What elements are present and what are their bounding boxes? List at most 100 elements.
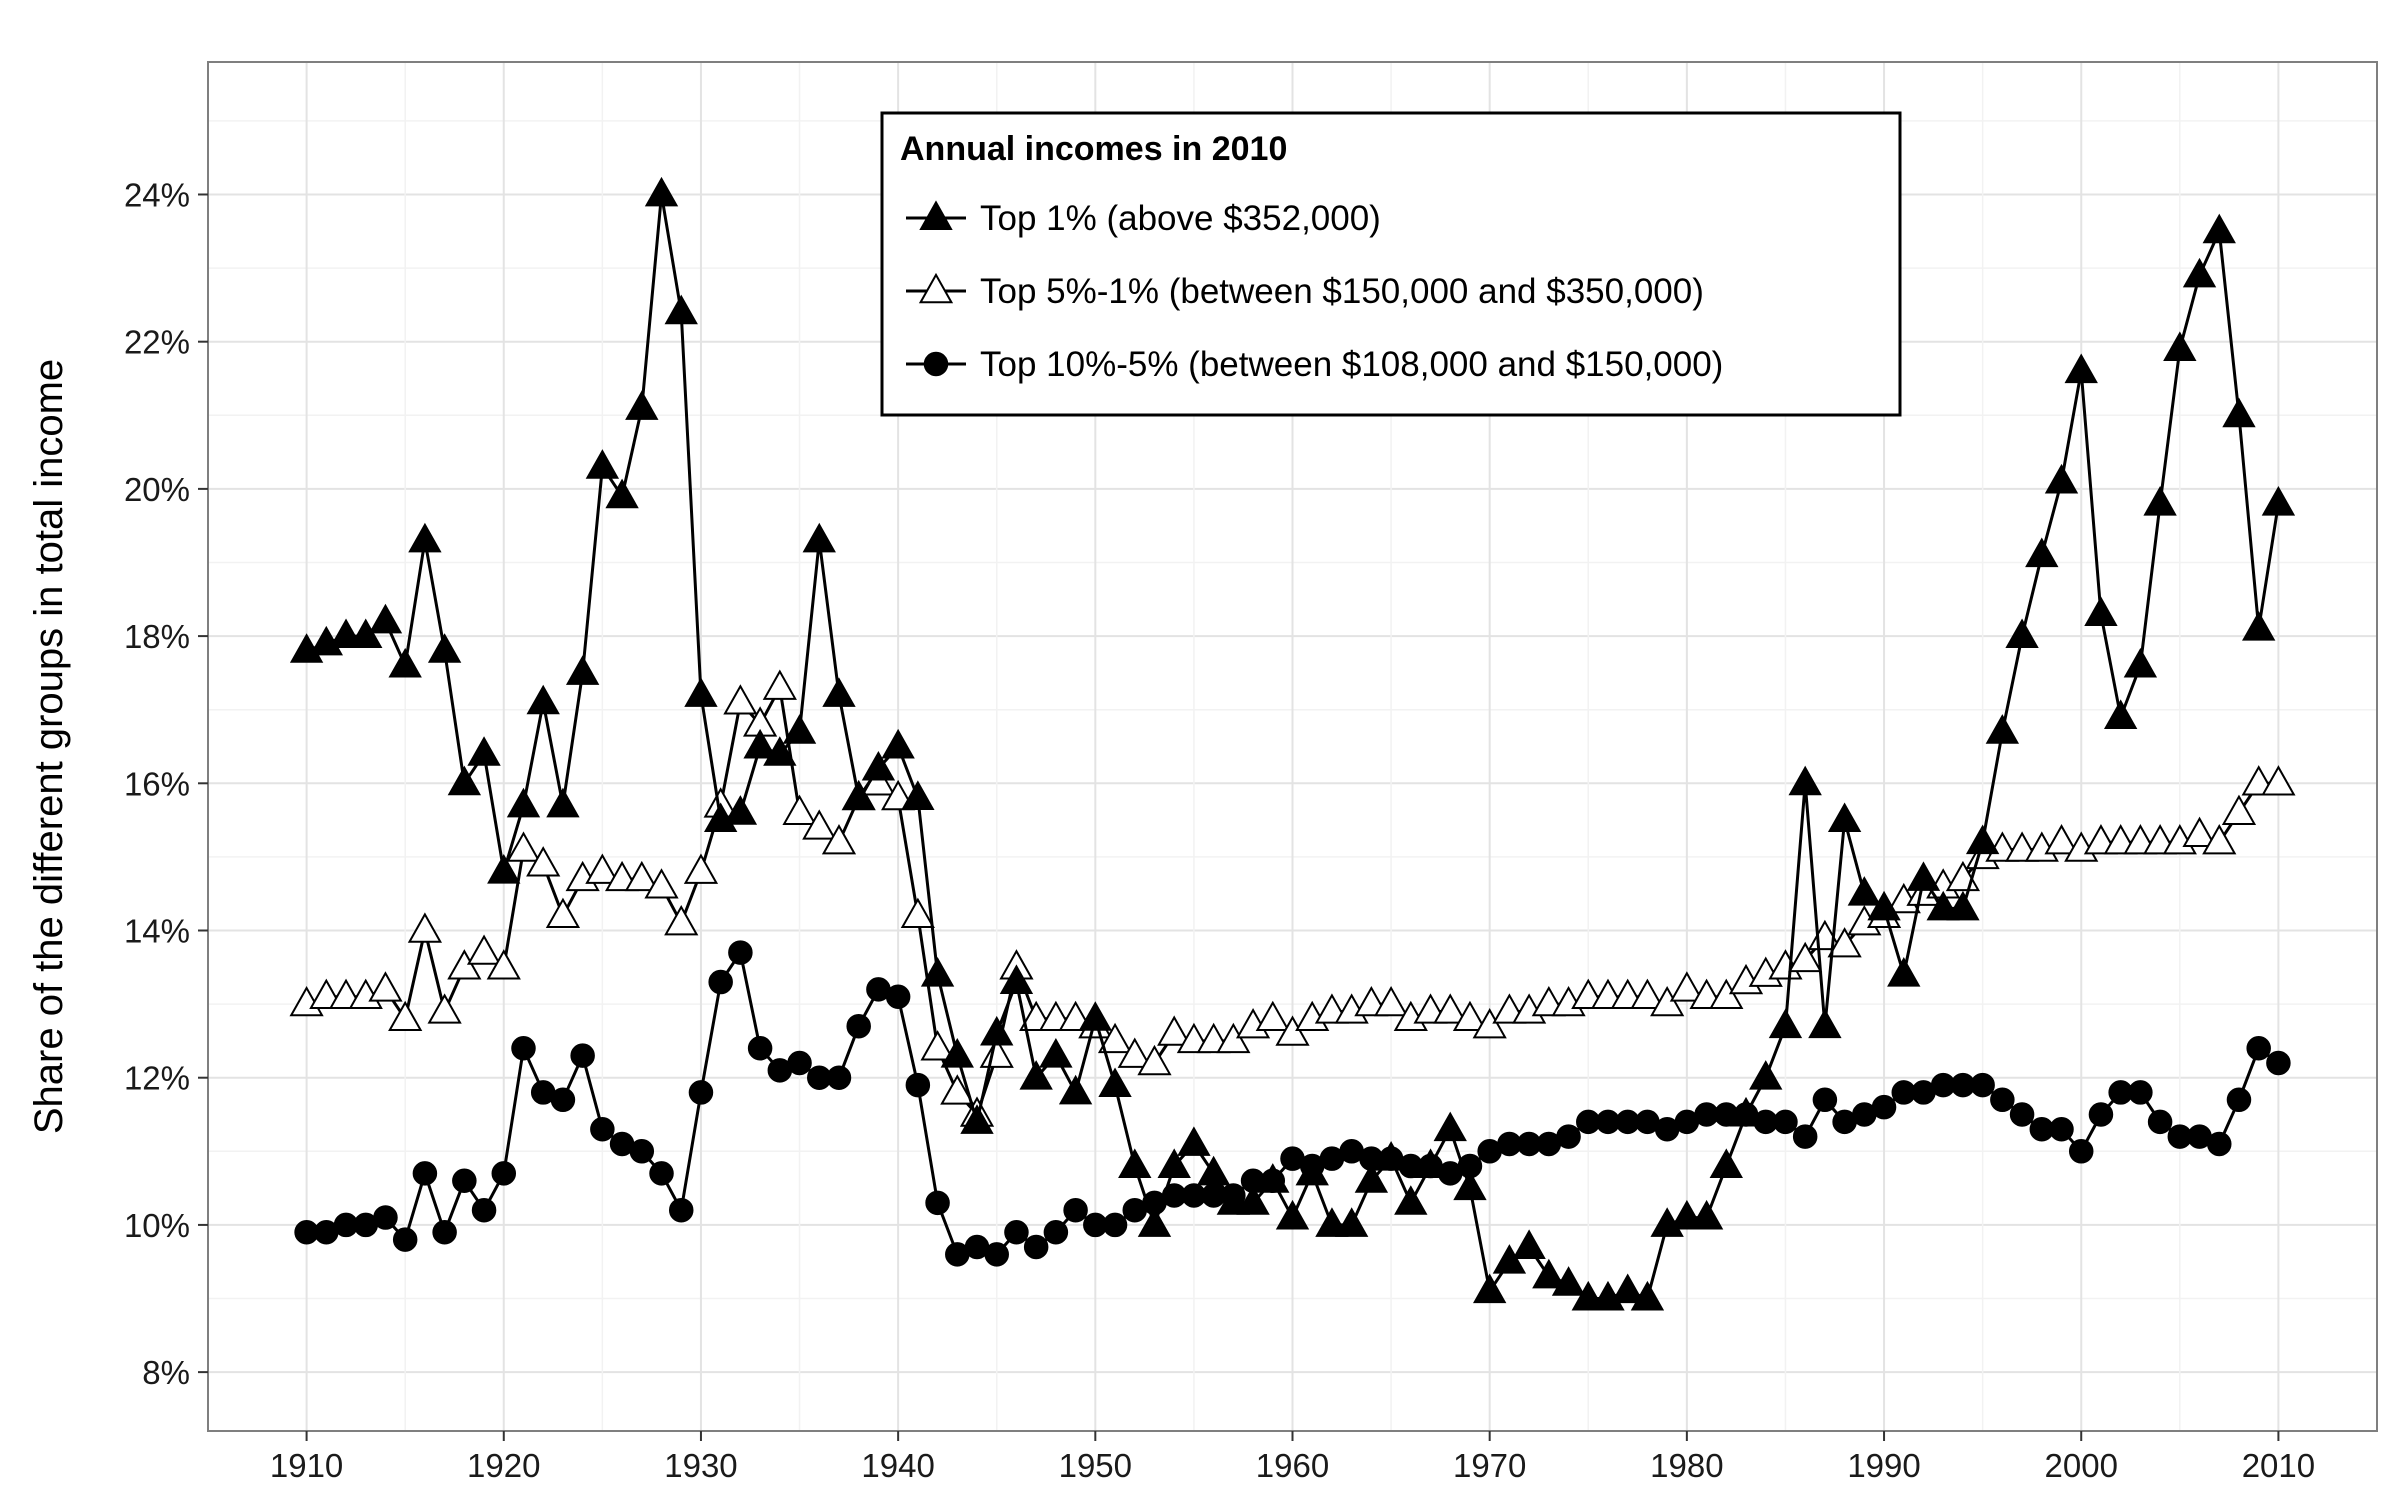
data-point <box>452 1168 477 1194</box>
data-point <box>1827 927 1862 958</box>
data-point <box>624 860 659 892</box>
data-point <box>585 449 620 479</box>
data-point <box>625 390 659 420</box>
series-layer <box>289 176 2296 1311</box>
data-point <box>2064 353 2098 384</box>
data-point <box>1630 978 1665 1009</box>
data-point <box>2044 463 2079 494</box>
data-point <box>1768 1008 1803 1039</box>
data-point <box>728 940 753 965</box>
data-point <box>427 633 462 663</box>
y-tick-label: 22% <box>124 324 190 361</box>
y-tick-label: 20% <box>124 471 190 508</box>
data-point <box>723 795 758 825</box>
data-point <box>1354 1163 1389 1193</box>
data-point <box>747 1036 773 1061</box>
data-point <box>1373 985 1409 1017</box>
data-point <box>1729 1096 1763 1127</box>
data-point <box>708 969 733 995</box>
data-point <box>2084 596 2118 626</box>
data-point <box>2044 824 2079 855</box>
data-point <box>1039 1038 1073 1068</box>
series-top-5-1-percent <box>289 669 2296 1127</box>
x-tick-label: 1950 <box>1059 1447 1132 1484</box>
data-point <box>432 1220 457 1245</box>
data-point <box>526 684 560 715</box>
x-tick-label: 1960 <box>1256 1447 1329 1484</box>
data-point <box>2182 257 2217 288</box>
data-point <box>1196 1155 1231 1186</box>
data-point <box>885 984 911 1009</box>
data-point <box>763 736 797 766</box>
legend-key-marker <box>918 272 954 304</box>
data-point <box>743 728 777 759</box>
y-tick-label: 14% <box>124 913 190 950</box>
data-point <box>900 897 935 928</box>
data-point <box>1773 1109 1798 1135</box>
data-point <box>1098 1067 1132 1098</box>
data-point <box>802 522 836 553</box>
data-point <box>1472 1008 1507 1039</box>
data-point <box>447 949 482 980</box>
data-point <box>1887 957 1921 987</box>
data-point <box>940 1074 975 1105</box>
data-point <box>960 1104 994 1134</box>
legend-title: Annual incomes in 2010 <box>900 130 1287 168</box>
data-point <box>1433 1111 1467 1142</box>
data-point <box>506 787 541 818</box>
data-point <box>1452 1000 1488 1032</box>
data-point <box>2246 1036 2271 1061</box>
data-point <box>984 1242 1009 1267</box>
data-point <box>723 684 758 715</box>
legend-entry-label: Top 10%-5% (between $108,000 and $150,00… <box>980 345 1723 384</box>
data-point <box>1275 1199 1310 1230</box>
data-point <box>2202 824 2237 855</box>
data-point <box>1453 1170 1487 1201</box>
data-point <box>467 736 501 766</box>
data-point <box>506 831 541 862</box>
data-point <box>590 1116 615 1142</box>
data-point <box>842 780 876 810</box>
data-point <box>545 897 581 928</box>
axes: 1910 1920 1930 1940 1950 1960 1970 1980 1990 2000… <box>124 176 2315 1484</box>
x-tick-label: 1940 <box>861 1447 934 1484</box>
data-point <box>1867 890 1901 921</box>
data-point <box>846 1013 871 1039</box>
legend: Annual incomes in 2010 Top 1% (above $352… <box>880 111 1902 417</box>
data-point <box>649 1161 674 1186</box>
data-point <box>1063 1197 1088 1223</box>
data-point <box>1137 1207 1172 1237</box>
data-point <box>1236 1185 1270 1215</box>
data-point <box>2068 1139 2094 1164</box>
data-point <box>1023 1234 1049 1260</box>
data-point <box>1058 1074 1093 1105</box>
data-point <box>1808 1008 1842 1039</box>
data-point <box>822 677 856 707</box>
data-point <box>1788 765 1822 796</box>
data-point <box>2049 1116 2074 1142</box>
data-point <box>901 780 935 810</box>
y-tick-label: 18% <box>124 618 190 655</box>
data-point <box>368 971 403 1002</box>
data-point <box>802 809 837 840</box>
data-point <box>1413 1148 1448 1178</box>
data-point <box>1394 1185 1428 1215</box>
data-point <box>486 949 521 980</box>
data-point <box>388 647 422 678</box>
data-point <box>1532 1258 1566 1289</box>
data-point <box>2025 537 2059 568</box>
data-point <box>1650 985 1685 1017</box>
x-tick-label: 1920 <box>467 1447 540 1484</box>
data-point <box>1157 1148 1191 1178</box>
data-point <box>1137 1044 1172 1076</box>
data-point <box>1118 1148 1152 1178</box>
data-point <box>980 1015 1014 1046</box>
data-point <box>1157 1015 1192 1046</box>
data-point <box>1512 1229 1546 1259</box>
data-point <box>1043 1220 1069 1245</box>
x-tick-label: 1990 <box>1847 1447 1920 1484</box>
data-point <box>1492 1244 1527 1274</box>
data-point <box>881 728 915 759</box>
data-point <box>570 1043 595 1068</box>
data-point <box>373 1205 398 1230</box>
